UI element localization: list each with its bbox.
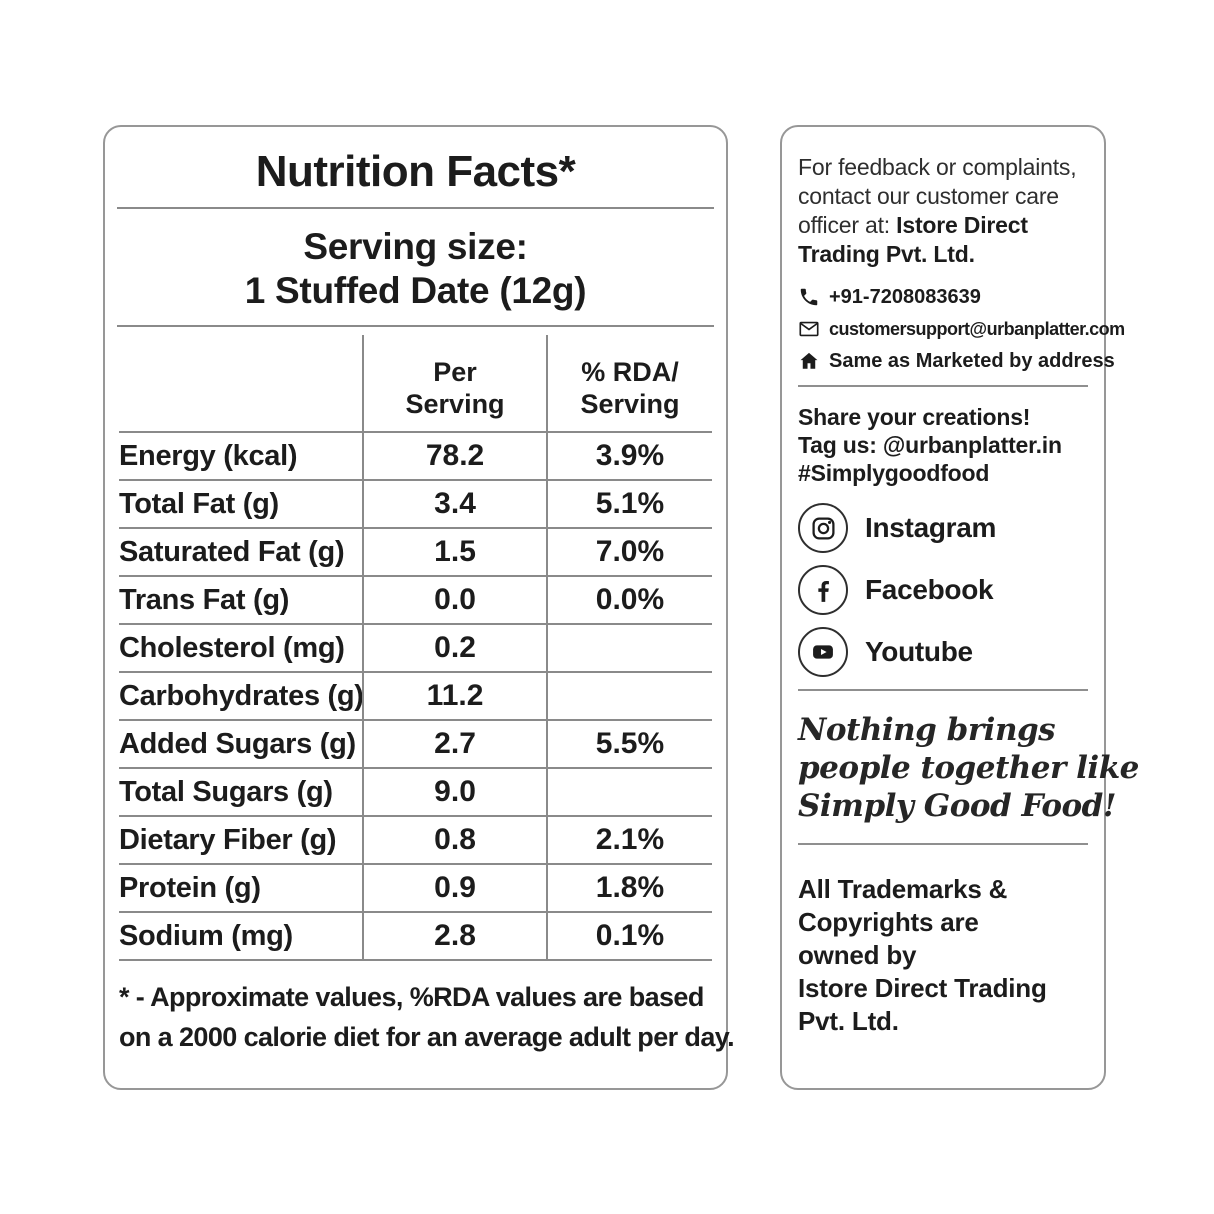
hashtag: #Simplygoodfood (798, 460, 990, 486)
instagram-label: Instagram (865, 512, 997, 543)
youtube-label: Youtube (865, 636, 973, 667)
brand-slogan: Nothing brings people together like Simp… (798, 712, 1139, 824)
trademark-notice: All Trademarks & Copyrights are owned by… (798, 874, 1047, 1036)
rda-footnote: * - Approximate values, %RDA values are … (119, 982, 735, 1052)
table-row-carbohydrates: Carbohydrates (g) 11.2 (119, 673, 712, 721)
table-row-total-sugars: Total Sugars (g) 9.0 (119, 769, 712, 817)
table-row-trans-fat: Trans Fat (g) 0.0 0.0% (119, 577, 712, 625)
phone-contact: +91-7208083639 (798, 281, 1088, 313)
share-block: Share your creations! Tag us: @urbanplat… (798, 403, 1088, 487)
divider (798, 689, 1088, 691)
table-row-added-sugars: Added Sugars (g) 2.7 5.5% (119, 721, 712, 769)
company-name: Istore Direct (896, 212, 1028, 238)
divider (117, 325, 714, 327)
phone-icon (800, 288, 818, 306)
email-address: customersupport@urbanplatter.com (829, 318, 1125, 339)
nutrition-facts-panel: Nutrition Facts* Serving size: 1 Stuffed… (103, 125, 735, 1090)
divider (798, 843, 1088, 845)
youtube-icon (798, 627, 848, 677)
facebook-item: Facebook (798, 565, 1088, 615)
table-row-protein: Protein (g) 0.9 1.8% (119, 865, 712, 913)
contact-list: +91-7208083639 customersupport@urbanplat… (798, 281, 1125, 377)
serving-size: Serving size: 1 Stuffed Date (12g) (105, 225, 726, 313)
social-handle: Tag us: @urbanplatter.in (798, 432, 1062, 458)
table-row-sodium: Sodium (mg) 2.8 0.1% (119, 913, 712, 961)
facebook-icon (798, 565, 848, 615)
nutrition-table: Per Serving % RDA/ Serving Energy (kcal)… (119, 335, 712, 961)
facebook-label: Facebook (865, 574, 994, 605)
divider (798, 385, 1088, 387)
social-list: Instagram Facebook Youtube (798, 503, 1088, 677)
email-contact: customersupport@urbanplatter.com (798, 313, 1125, 345)
serving-size-value: 1 Stuffed Date (12g) (244, 270, 587, 311)
customer-info-panel: For feedback or complaints, contact our … (780, 125, 1139, 1090)
home-icon (800, 352, 818, 369)
table-row-saturated-fat: Saturated Fat (g) 1.5 7.0% (119, 529, 712, 577)
address-contact: Same as Marketed by address (798, 345, 1115, 377)
table-row-total-fat: Total Fat (g) 3.4 5.1% (119, 481, 712, 529)
header-rda-serving: % RDA/ Serving (545, 335, 712, 431)
serving-size-label: Serving size: (303, 226, 528, 267)
header-per-serving: Per Serving (362, 335, 546, 431)
table-header-row: Per Serving % RDA/ Serving (119, 335, 712, 433)
instagram-icon (798, 503, 848, 553)
mail-icon (799, 321, 819, 337)
youtube-item: Youtube (798, 627, 1088, 677)
address-text: Same as Marketed by address (829, 349, 1115, 372)
phone-number: +91-7208083639 (829, 285, 981, 308)
feedback-text: For feedback or complaints, contact our … (798, 154, 1077, 267)
instagram-item: Instagram (798, 503, 1088, 553)
table-row-dietary-fiber: Dietary Fiber (g) 0.8 2.1% (119, 817, 712, 865)
nutrition-facts-title: Nutrition Facts* (255, 147, 576, 196)
divider (117, 207, 714, 209)
table-row-energy: Energy (kcal) 78.2 3.9% (119, 433, 712, 481)
header-empty (119, 335, 362, 431)
table-row-cholesterol: Cholesterol (mg) 0.2 (119, 625, 712, 673)
